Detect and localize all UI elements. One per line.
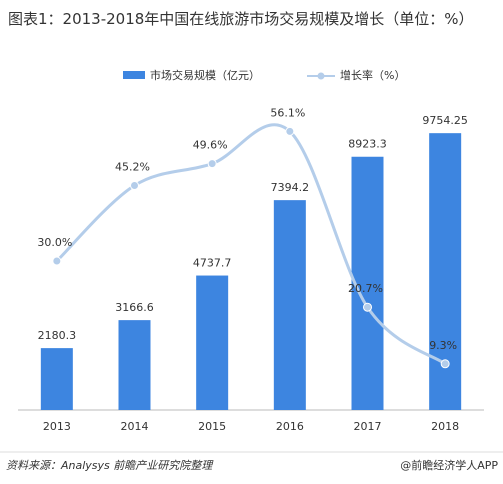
x-tick-label: 2014 [121,420,149,433]
legend-label: 市场交易规模（亿元） [150,68,260,82]
bar [196,275,229,410]
line-point [52,256,62,266]
line [55,123,447,366]
legend-swatch [317,72,325,80]
line-point [130,181,139,191]
x-tick-label: 2013 [43,420,71,433]
line-label: 49.6% [193,139,228,152]
x-tick-label: 2016 [276,420,304,433]
line-point [285,126,295,136]
bar [429,133,462,410]
bar-label: 7394.2 [271,181,310,194]
x-tick-label: 2018 [431,420,459,433]
legend-swatch [123,71,145,79]
bar-label: 8923.3 [348,138,387,151]
line-point [440,359,450,369]
x-tick-label: 2017 [354,420,382,433]
source: 资料来源：Analysys 前瞻产业研究院整理 [6,459,214,472]
line-label: 20.7% [348,282,383,295]
line-point [207,159,217,169]
bar-label: 9754.25 [422,114,468,127]
legend-label: 增长率（%） [340,68,405,82]
bar [351,156,384,410]
line-label: 9.3% [429,339,457,352]
bar-label: 3166.6 [115,301,154,314]
bar [40,348,73,410]
line-label: 45.2% [115,161,150,174]
chart-title: 图表1：2013-2018年中国在线旅游市场交易规模及增长（单位：%） [8,10,474,28]
bar-label: 4737.7 [193,257,232,270]
bar [118,320,151,410]
bar-label: 2180.3 [38,329,77,342]
x-tick-label: 2015 [198,420,226,433]
bar [273,200,306,410]
watermark: @前瞻经济学人APP [400,458,498,472]
line-point [363,302,372,312]
line-label: 56.1% [270,106,305,119]
line-label: 30.0% [37,236,72,249]
